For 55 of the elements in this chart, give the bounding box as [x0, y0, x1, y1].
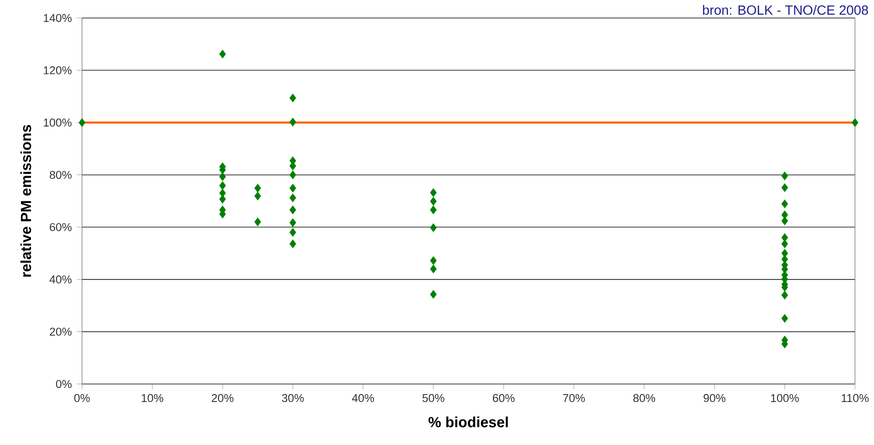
- point: [219, 181, 226, 190]
- point: [290, 194, 296, 202]
- x-tick-label: 10%: [142, 394, 164, 402]
- point: [78, 118, 86, 127]
- point: [430, 256, 437, 265]
- text: bron: BOLK - TNO/CE 2008: [702, 5, 868, 15]
- point: [781, 314, 788, 323]
- y-tick-label: 140%: [44, 14, 72, 22]
- x-tick-label: 100%: [771, 394, 799, 402]
- point: [430, 206, 437, 214]
- point: [430, 223, 437, 232]
- point: [290, 228, 296, 237]
- point: [290, 184, 296, 192]
- x-tick-label: 0%: [74, 394, 90, 402]
- point: [254, 184, 261, 192]
- point: [781, 233, 788, 242]
- point: [290, 94, 296, 102]
- x-tick-label: 80%: [633, 394, 656, 402]
- y-tick-label: 60%: [50, 223, 72, 232]
- point: [781, 183, 788, 192]
- x-tick-label: 90%: [704, 394, 726, 402]
- point: [219, 50, 226, 58]
- point: [290, 240, 296, 248]
- x-tick-label: 110%: [842, 394, 869, 402]
- point: [430, 188, 437, 197]
- y-tick-label: 20%: [50, 328, 72, 336]
- y-tick-label: 80%: [50, 170, 72, 179]
- y-tick-label: 120%: [44, 66, 72, 74]
- x-axis-title: % biodiesel: [428, 416, 508, 428]
- point: [430, 290, 437, 299]
- x-tick-label: 50%: [422, 394, 444, 402]
- point: [254, 192, 261, 200]
- point: [781, 240, 788, 248]
- point: [852, 118, 858, 127]
- x-tick-label: 30%: [282, 394, 304, 402]
- point: [290, 218, 296, 227]
- point: [290, 170, 296, 180]
- x-tick-label: 40%: [352, 394, 374, 402]
- y-axis-title: relative PM emissions: [20, 124, 32, 277]
- point: [781, 200, 788, 208]
- x-tick-label: 70%: [563, 394, 585, 402]
- x-tick-label: 20%: [212, 394, 234, 402]
- point: [781, 172, 788, 180]
- y-tick-label: 40%: [50, 275, 72, 284]
- point: [290, 206, 296, 214]
- point: [781, 216, 788, 226]
- point: [254, 218, 261, 226]
- y-tick-label: 100%: [44, 118, 72, 127]
- x-tick-label: 60%: [492, 394, 515, 402]
- point: [781, 290, 788, 300]
- point: [430, 196, 437, 206]
- point: [290, 118, 296, 126]
- point: [430, 264, 437, 274]
- point: [219, 172, 226, 181]
- y-tick-label: 0%: [56, 380, 72, 388]
